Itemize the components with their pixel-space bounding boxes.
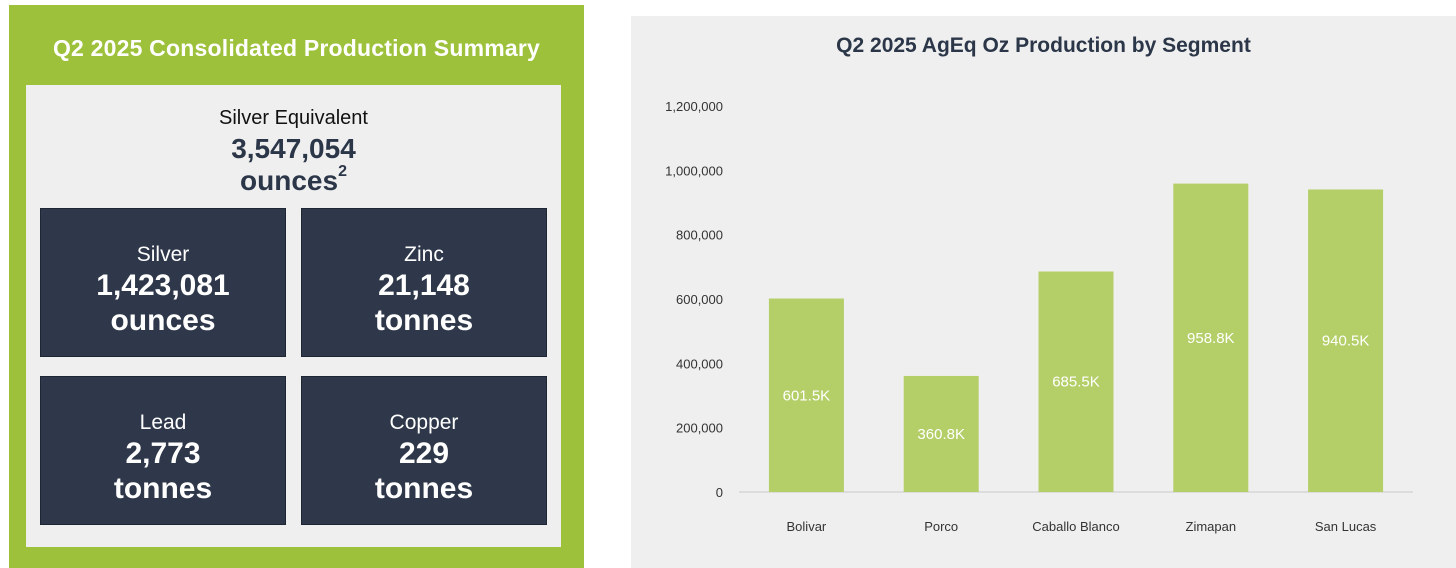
y-tick-label: 600,000 [676,292,723,307]
bar-data-label: 601.5K [783,387,831,404]
y-tick-label: 800,000 [676,228,723,243]
summary-title: Q2 2025 Consolidated Production Summary [52,35,541,61]
metal-card-copper: Copper 229 tonnes [301,376,547,525]
x-category-label: Porco [924,519,958,534]
y-tick-label: 1,200,000 [665,99,723,114]
bar-bolivar [768,298,844,492]
metal-value: 2,773 [125,437,201,470]
metal-card-zinc: Zinc 21,148 tonnes [301,208,547,357]
bar-chart: 0 200,000 400,000 600,000 800,000 1,000,000 1,… [665,99,1413,534]
metal-unit: ounces [110,304,216,337]
bar-caballo-blanco [1038,271,1114,492]
y-tick-label: 400,000 [676,356,723,371]
silver-equivalent-value: 3,547,054 [231,133,356,164]
summary-content: Silver Equivalent 3,547,054 ounces2 Silv… [26,85,561,547]
bar-zimapan [1173,183,1249,492]
metal-unit: tonnes [374,304,474,337]
bar-porco [903,375,979,492]
metal-unit: tonnes [113,472,213,505]
metal-name: Silver [136,243,190,266]
production-summary-panel: Q2 2025 Consolidated Production Summary … [9,5,584,568]
bar-data-label: 360.8K [917,426,965,443]
metal-card-lead: Lead 2,773 tonnes [40,376,286,525]
metal-value: 229 [398,437,450,470]
silver-equivalent-label: Silver Equivalent [219,107,368,129]
silver-equivalent-unit-text: ounces [240,165,339,196]
x-category-label: Bolivar [787,519,827,534]
metal-unit: tonnes [374,472,474,505]
segment-chart-panel: Q2 2025 AgEq Oz Production by Segment 0 2… [631,16,1456,568]
metal-name: Copper [389,411,459,434]
x-category-label: Zimapan [1186,519,1237,534]
x-category-label: Caballo Blanco [1032,519,1119,534]
bar-data-label: 940.5K [1322,333,1370,350]
metal-name: Lead [139,411,187,434]
x-category-label: San Lucas [1315,519,1377,534]
metal-value: 1,423,081 [96,269,230,302]
bar-san-lucas [1308,189,1384,492]
bar-data-label: 685.5K [1052,374,1100,391]
footnote-marker: 2 [338,163,347,180]
metal-card-silver: Silver 1,423,081 ounces [40,208,286,357]
silver-equivalent-unit: ounces2 [26,163,561,197]
metal-name: Zinc [404,243,444,266]
y-tick-label: 200,000 [676,421,723,436]
y-tick-label: 1,000,000 [665,163,723,178]
bar-data-label: 958.8K [1187,330,1235,347]
y-tick-label: 0 [716,485,723,500]
chart-title: Q2 2025 AgEq Oz Production by Segment [836,34,1251,57]
metal-value: 21,148 [378,269,470,302]
